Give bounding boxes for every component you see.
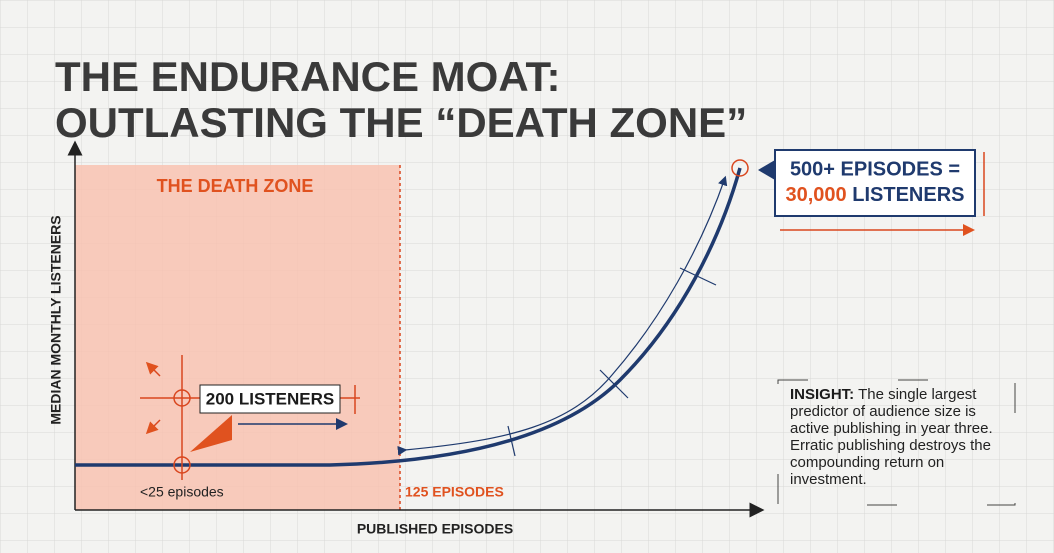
- end-callout: 500+ EPISODES =: [790, 158, 960, 180]
- end-label: 125 EPISODES: [405, 484, 504, 500]
- start-box: [199, 384, 341, 414]
- insight-text: The single largest predictor of audience…: [790, 386, 993, 488]
- start-callout: 200 LISTENERS: [206, 389, 335, 408]
- insight: INSIGHT: The single largest predictor of…: [790, 386, 1012, 488]
- start-label: <25 episodes: [140, 484, 224, 500]
- end-number: 30,000: [786, 184, 847, 206]
- y-axis-label: MEDIAN MONTHLY LISTENERS: [48, 215, 64, 424]
- end-callout: 30,000 LISTENERS: [786, 184, 965, 206]
- insight-frame: [777, 379, 1016, 506]
- ticks: [507, 267, 717, 457]
- zone-label: THE DEATH ZONE: [157, 176, 314, 196]
- insight-heading: INSIGHT:: [790, 386, 855, 403]
- title: THE ENDURANCE MOAT:: [55, 53, 561, 100]
- pointer: [190, 415, 232, 452]
- end-box: [774, 149, 976, 217]
- curve-arrow: [397, 175, 728, 456]
- pointer: [758, 160, 775, 180]
- title: OUTLASTING THE “DEATH ZONE”: [55, 99, 747, 146]
- x-axis-label: PUBLISHED EPISODES: [357, 521, 513, 537]
- targets: [140, 152, 985, 480]
- end-unit: LISTENERS: [852, 184, 964, 206]
- death-zone: [75, 165, 400, 510]
